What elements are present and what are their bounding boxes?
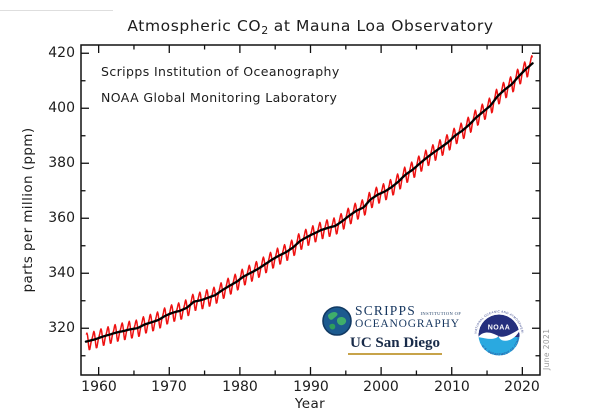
y-tick-label: 360 bbox=[48, 210, 75, 226]
plot-border bbox=[80, 44, 541, 376]
axis-ticks bbox=[81, 45, 540, 375]
annotation-noaa: NOAA Global Monitoring Laboratory bbox=[101, 90, 338, 105]
x-tick-label: 2000 bbox=[363, 379, 399, 395]
x-tick-label: 2010 bbox=[434, 379, 470, 395]
scripps-word-small: INSTITUTION OF bbox=[420, 311, 462, 316]
scripps-word-bottom: OCEANOGRAPHY bbox=[355, 317, 460, 330]
co2-seasonal-series bbox=[85, 55, 534, 351]
x-tick-label: 1990 bbox=[293, 379, 329, 395]
uc-san-diego-wordmark: UC San Diego bbox=[348, 335, 443, 355]
y-tick-label: 400 bbox=[48, 100, 75, 116]
scripps-logo: SCRIPPS INSTITUTION OF OCEANOGRAPHY UC S… bbox=[322, 302, 461, 362]
y-axis-label: parts per million (ppm) bbox=[20, 127, 36, 293]
y-tick-label: 420 bbox=[48, 45, 75, 61]
scripps-word: SCRIPPS bbox=[355, 303, 416, 318]
x-axis-label: Year bbox=[294, 396, 326, 412]
y-tick-label: 340 bbox=[48, 265, 75, 281]
window-edge-artifact bbox=[0, 10, 113, 11]
page-title: Atmospheric CO2 at Mauna Loa Observatory bbox=[81, 17, 540, 37]
annotation-scripps: Scripps Institution of Oceanography bbox=[101, 64, 340, 79]
y-tick-label: 380 bbox=[48, 155, 75, 171]
x-tick-label: 1970 bbox=[151, 379, 187, 395]
x-tick-label: 1980 bbox=[222, 379, 258, 395]
co2-trend-series bbox=[84, 62, 534, 343]
y-tick-label: 320 bbox=[48, 320, 75, 336]
title-text: Atmospheric CO bbox=[127, 17, 262, 35]
x-tick-label: 1960 bbox=[81, 379, 117, 395]
noaa-logo-icon: NOAA NATIONAL OCEANIC AND ATMOSPHERIC AD… bbox=[471, 307, 526, 362]
globe-icon bbox=[322, 306, 352, 336]
title-subscript: 2 bbox=[261, 24, 269, 37]
date-stamp: June 2021 bbox=[542, 328, 551, 370]
title-text-tail: at Mauna Loa Observatory bbox=[268, 17, 494, 35]
scripps-wordmark: SCRIPPS INSTITUTION OF OCEANOGRAPHY bbox=[355, 304, 461, 330]
noaa-acronym: NOAA bbox=[488, 325, 511, 332]
x-tick-label: 2020 bbox=[504, 379, 540, 395]
